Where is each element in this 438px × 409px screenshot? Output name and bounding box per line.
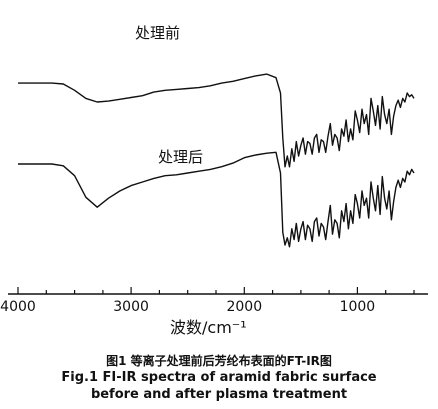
- x-tick-label: 1000: [340, 299, 376, 315]
- caption-english-line2: before and after plasma treatment: [90, 387, 348, 402]
- plot-area: [18, 73, 415, 248]
- series-label-before: 处理前: [135, 24, 180, 42]
- x-axis-ticks: 4000 3000 2000 1000: [0, 287, 415, 315]
- x-tick-label: 4000: [0, 299, 36, 315]
- series-line-2: [18, 151, 415, 248]
- x-tick-label: 2000: [226, 299, 262, 315]
- caption-chinese: 图1 等离子处理前后芳纶布表面的FT-IR图: [106, 354, 332, 368]
- x-axis-label: 波数/cm⁻¹: [170, 318, 247, 337]
- series-label-after: 处理后: [158, 148, 203, 166]
- series-line-1: [18, 73, 415, 168]
- caption-english-line1: Fig.1 FI-IR spectra of aramid fabric sur…: [61, 370, 377, 385]
- x-tick-label: 3000: [113, 299, 149, 315]
